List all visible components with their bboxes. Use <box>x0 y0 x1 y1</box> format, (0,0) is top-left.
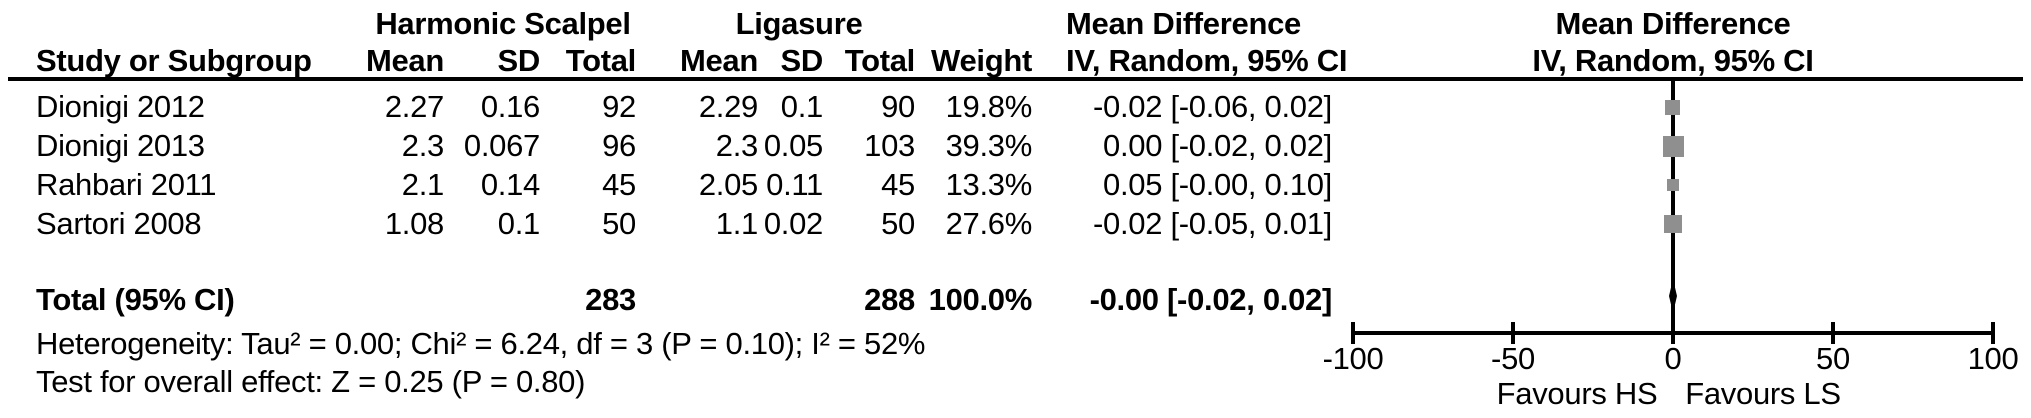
study-name: Dionigi 2013 <box>36 128 205 163</box>
group2-header: Ligasure <box>735 6 863 41</box>
plot-title: Mean Difference <box>1555 6 1791 41</box>
axis-tick-label: -50 <box>1491 341 1535 376</box>
zero-effect-line <box>1671 81 1675 333</box>
hs-sd: 0.067 <box>463 128 540 163</box>
study-effect-marker <box>1665 99 1681 115</box>
study-name: Dionigi 2012 <box>36 89 205 124</box>
total-weight: 100.0% <box>928 282 1033 317</box>
ls-sd: 0.05 <box>763 128 823 163</box>
total-diamond <box>1669 279 1677 313</box>
ci-value: -0.02 [-0.06, 0.02] <box>1092 89 1332 124</box>
weight-value: 19.8% <box>945 89 1033 124</box>
ls-mean-header: Mean <box>679 43 758 78</box>
ls-sd: 0.11 <box>766 167 823 202</box>
axis-tick-label: 50 <box>1816 341 1850 376</box>
ls-mean: 2.29 <box>698 89 758 124</box>
study-name: Sartori 2008 <box>36 206 202 241</box>
hs-mean-header: Mean <box>365 43 444 78</box>
ls-total-header: Total <box>844 43 916 78</box>
ls-mean: 2.3 <box>715 128 759 163</box>
hs-sd: 0.14 <box>480 167 540 202</box>
study-name: Rahbari 2011 <box>36 167 217 202</box>
plot-subheader: IV, Random, 95% CI <box>1532 43 1814 78</box>
favours-left-label: Favours HS <box>1496 376 1658 411</box>
md-column-title: Mean Difference <box>1066 6 1301 41</box>
axis-tick-label: 100 <box>1967 341 2019 376</box>
weight-value: 13.3% <box>945 167 1033 202</box>
hs-grand-total: 283 <box>585 282 636 317</box>
weight-value: 27.6% <box>945 206 1033 241</box>
weight-column-header: Weight <box>931 43 1032 78</box>
study-effect-marker <box>1662 135 1684 157</box>
hs-total: 96 <box>602 128 636 163</box>
axis-tick-label: -100 <box>1322 341 1384 376</box>
hs-mean: 2.1 <box>401 167 445 202</box>
hs-mean: 1.08 <box>384 206 444 241</box>
hs-sd-header: SD <box>497 43 541 78</box>
ls-total: 103 <box>864 128 915 163</box>
ls-mean: 1.1 <box>715 206 759 241</box>
axis-tick <box>1991 322 1995 344</box>
hs-total: 92 <box>602 89 636 124</box>
ls-sd: 0.1 <box>780 89 824 124</box>
total-ci-value: -0.00 [-0.02, 0.02] <box>1089 282 1333 317</box>
md-column-subheader: IV, Random, 95% CI <box>1066 43 1348 78</box>
ls-sd: 0.02 <box>763 206 823 241</box>
ls-total: 50 <box>881 206 915 241</box>
ls-sd-header: SD <box>780 43 824 78</box>
ci-value: 0.00 [-0.02, 0.02] <box>1103 128 1332 163</box>
ls-total: 45 <box>881 167 915 202</box>
overall-effect-text: Test for overall effect: Z = 0.25 (P = 0… <box>36 364 586 399</box>
hs-sd: 0.1 <box>497 206 541 241</box>
weight-value: 39.3% <box>945 128 1033 163</box>
axis-tick <box>1511 322 1515 344</box>
study-effect-marker <box>1663 215 1682 233</box>
ci-value: 0.05 [-0.00, 0.10] <box>1103 167 1332 202</box>
hs-total: 50 <box>602 206 636 241</box>
study-column-header: Study or Subgroup <box>36 43 312 78</box>
ci-value: -0.02 [-0.05, 0.01] <box>1092 206 1332 241</box>
hs-mean: 2.27 <box>384 89 444 124</box>
hs-mean: 2.3 <box>401 128 445 163</box>
axis-tick <box>1831 322 1835 344</box>
ls-grand-total: 288 <box>864 282 915 317</box>
heterogeneity-text: Heterogeneity: Tau² = 0.00; Chi² = 6.24,… <box>36 326 926 361</box>
hs-total-header: Total <box>565 43 637 78</box>
axis-tick-label: 0 <box>1664 341 1682 376</box>
study-effect-marker <box>1667 179 1680 191</box>
hs-sd: 0.16 <box>480 89 540 124</box>
axis-tick <box>1671 322 1675 344</box>
ls-total: 90 <box>881 89 915 124</box>
header-rule <box>8 77 2023 81</box>
total-label: Total (95% CI) <box>36 282 235 317</box>
ls-mean: 2.05 <box>698 167 758 202</box>
axis-tick <box>1351 322 1355 344</box>
favours-right-label: Favours LS <box>1685 376 1841 411</box>
hs-total: 45 <box>602 167 636 202</box>
group1-header: Harmonic Scalpel <box>375 6 631 41</box>
